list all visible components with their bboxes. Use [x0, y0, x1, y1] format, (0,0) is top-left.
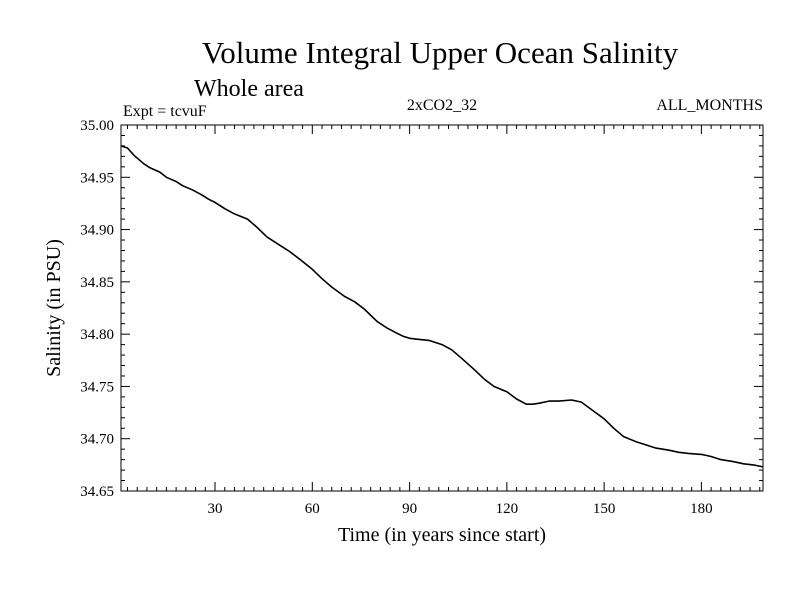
y-tick-label: 34.95 — [80, 170, 114, 186]
y-tick-label: 34.80 — [80, 327, 114, 343]
plot-frame — [120, 124, 764, 492]
y-tick-label: 34.75 — [80, 379, 114, 395]
y-tick-label: 34.65 — [80, 484, 114, 500]
chart-title: Volume Integral Upper Ocean Salinity — [202, 35, 679, 70]
months-label: ALL_MONTHS — [656, 97, 763, 114]
x-tick-label: 30 — [208, 501, 223, 517]
series-group — [120, 145, 764, 468]
y-tick-label: 34.90 — [80, 223, 114, 239]
y-tick-label: 35.00 — [80, 118, 114, 134]
y-axis: 34.65 34.70 34.75 34.80 34.85 34.90 34.95 35.00 — [80, 118, 763, 500]
chart-subtitle: Whole area — [194, 76, 304, 102]
x-axis-label: Time (in years since start) — [338, 524, 546, 546]
minor-ticks — [121, 125, 763, 491]
x-tick-label: 120 — [496, 501, 519, 517]
x-axis: 30 60 90 120 150 180 — [208, 125, 713, 517]
y-tick-label: 34.70 — [80, 432, 114, 448]
x-tick-label: 150 — [593, 501, 616, 517]
x-tick-label: 180 — [690, 501, 713, 517]
scenario-label: 2xCO2_32 — [407, 97, 477, 114]
experiment-label: Expt = tcvuF — [123, 103, 207, 120]
salinity-series-line — [120, 145, 764, 468]
x-tick-label: 60 — [305, 501, 320, 517]
x-tick-label: 90 — [402, 501, 417, 517]
y-axis-label: Salinity (in PSU) — [43, 239, 65, 377]
y-tick-label: 34.85 — [80, 275, 114, 291]
